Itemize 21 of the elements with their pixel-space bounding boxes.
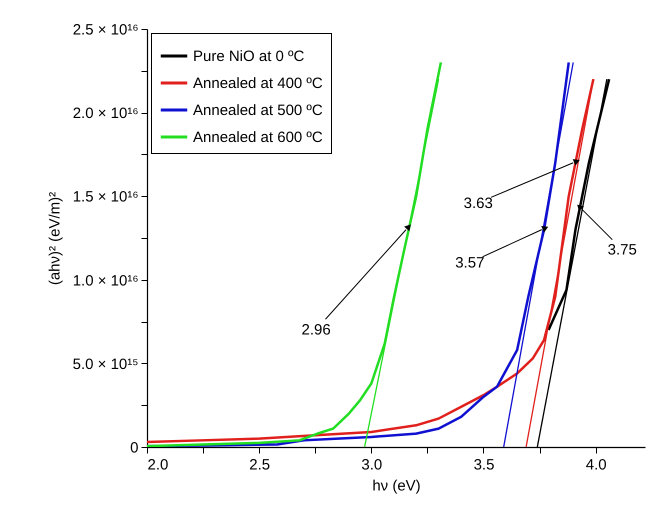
legend-label: Annealed at 500 ºC	[193, 102, 323, 119]
legend-label: Annealed at 600 ºC	[193, 129, 323, 146]
y-tick-label: 1.0 × 10¹⁶	[72, 272, 138, 290]
x-tick-label: 2.0	[148, 456, 168, 474]
x-tick-label: 3.0	[361, 456, 382, 474]
legend-label: Annealed at 400 ºC	[193, 75, 323, 92]
y-tick-label: 0	[130, 440, 138, 456]
y-tick-label: 1.5 × 10¹⁶	[72, 188, 138, 206]
x-axis-title: hν (eV)	[372, 478, 421, 494]
x-tick-label: 3.5	[474, 456, 494, 474]
annotation: 3.63	[464, 194, 493, 212]
x-tick-label: 2.5	[249, 456, 270, 474]
annotation: 3.75	[608, 242, 637, 259]
y-axis-title: (ahν)² (eV/m)²	[46, 192, 64, 286]
annotation: 3.57	[455, 254, 484, 272]
y-tick-label: 5.0 × 10¹⁵	[72, 356, 138, 373]
y-tick-label: 2.5 × 10¹⁶	[72, 22, 138, 38]
legend-label: Pure NiO at 0 ºC	[193, 48, 305, 65]
annotation: 2.96	[301, 322, 331, 339]
x-tick-label: 4.0	[586, 456, 607, 474]
y-tick-label: 2.0 × 10¹⁶	[72, 105, 138, 122]
